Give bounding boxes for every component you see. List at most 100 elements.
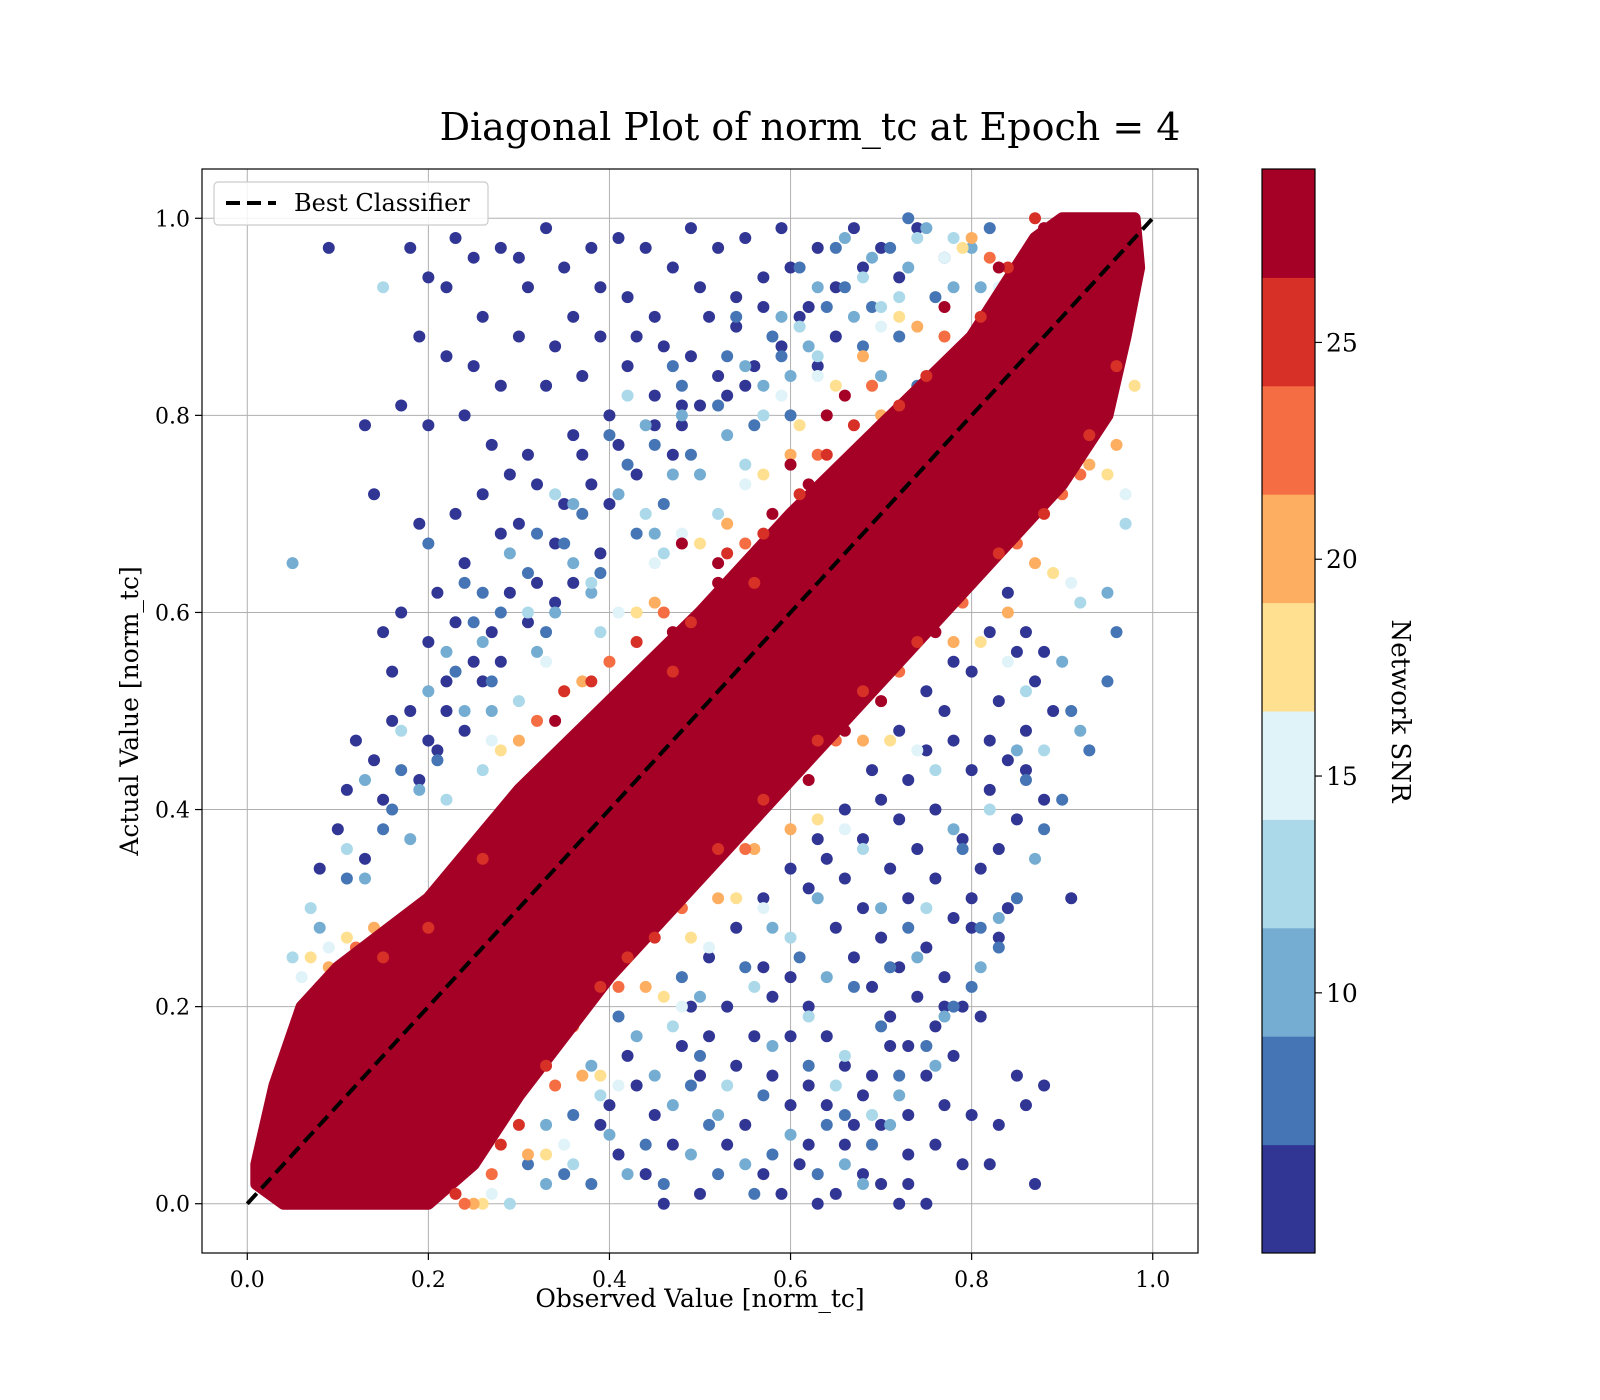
scatter-point [313,862,326,875]
scatter-point [368,754,381,767]
scatter-point [847,1118,860,1131]
scatter-point [712,557,725,570]
scatter-point [730,310,743,323]
scatter-point [657,1178,670,1191]
scatter-point [440,1138,453,1151]
scatter-point [1010,645,1023,658]
scatter-point [558,261,571,274]
scatter-point [1038,507,1051,520]
scatter-point [1001,902,1014,915]
scatter-point [558,1000,571,1013]
scatter-point [295,971,308,984]
scatter-point [1029,557,1042,570]
scatter-point [929,1138,942,1151]
scatter-point [911,222,924,235]
scatter-point [503,547,516,560]
scatter-point [440,350,453,363]
scatter-point [494,379,507,392]
scatter-point [748,360,761,373]
scatter-point [639,1138,652,1151]
scatter-point [847,222,860,235]
scatter-point [757,892,770,905]
scatter-point [811,350,824,363]
scatter-point [875,300,888,313]
scatter-point [893,813,906,826]
scatter-point [739,724,752,737]
scatter-point [866,1109,879,1122]
scatter-point [612,231,625,244]
scatter-point [476,764,489,777]
scatter-point [666,468,679,481]
scatter-point [847,419,860,432]
scatter-point [675,379,688,392]
scatter-point [893,271,906,284]
scatter-point [422,734,435,747]
scatter-point [377,793,390,806]
scatter-point [594,1089,607,1102]
scatter-point [884,961,897,974]
scatter-point [793,320,806,333]
colorbar-ticks: 10 15 20 25 [1315,328,1358,1008]
scatter-point [603,409,616,422]
scatter-point [549,537,562,550]
scatter-point [866,379,879,392]
scatter-point [974,921,987,934]
scatter-point [775,389,788,402]
scatter-point [730,892,743,905]
scatter-point [893,961,906,974]
scatter-point [395,764,408,777]
scatter-point [802,773,815,786]
scatter-point [368,990,381,1003]
scatter-point [875,695,888,708]
scatter-point [784,1030,797,1043]
scatter-point [531,478,544,491]
scatter-point [775,222,788,235]
scatter-point [675,409,688,422]
scatter-point [694,1049,706,1062]
scatter-point [884,241,897,254]
scatter-point [449,507,462,520]
scatter-point [712,842,725,855]
scatter-point [666,360,679,373]
scatter-point [956,833,969,846]
scatter-point [911,951,924,964]
scatter-point [377,823,390,836]
scatter-point [675,537,688,550]
scatter-point [893,291,906,304]
scatter-point [938,330,951,343]
scatter-point [947,636,960,649]
scatter-point [929,872,942,885]
scatter-point [820,1030,833,1043]
scatter-point [567,1109,580,1122]
scatter-point [684,222,697,235]
scatter-point [567,1158,580,1171]
scatter-point [612,902,625,915]
scatter-point [540,1059,553,1072]
scatter-point [1029,1178,1042,1191]
scatter-point [449,665,462,678]
colorbar-level [1262,385,1315,495]
scatter-point [567,557,580,570]
scatter-point [947,281,960,294]
scatter-point [675,1040,688,1053]
scatter-point [621,389,634,402]
scatter-point [694,636,706,649]
scatter-point [929,1059,942,1072]
scatter-point [666,1138,679,1151]
legend[interactable]: Best Classifier [213,181,489,226]
scatter-point [603,1099,616,1112]
scatter-point [992,911,1005,924]
x-tick-label: 0.2 [411,1268,446,1293]
scatter-point [820,852,833,865]
scatter-point [476,1197,489,1210]
scatter-point [829,921,842,934]
scatter-point [621,1049,634,1062]
scatter-point [476,310,489,323]
scatter-point [1038,1079,1051,1092]
scatter-point [1010,892,1023,905]
scatter-point [512,1049,525,1062]
scatter-point [648,527,661,540]
scatter-point [712,576,725,589]
scatter-point [784,1128,797,1141]
scatter-point [612,1079,625,1092]
